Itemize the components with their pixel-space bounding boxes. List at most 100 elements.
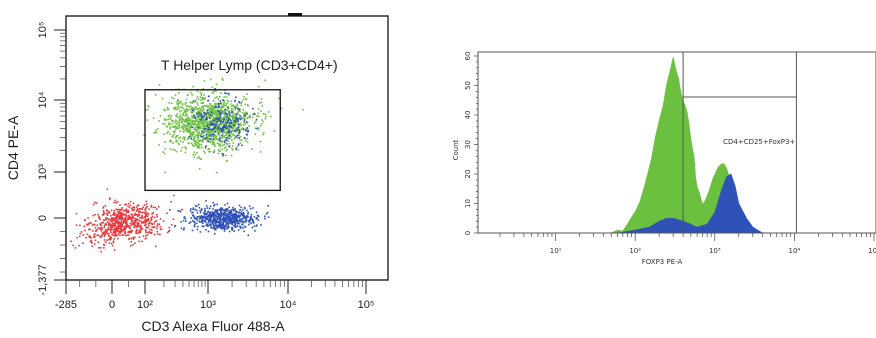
scatter-point [259, 140, 262, 143]
scatter-point [257, 219, 260, 221]
scatter-point [262, 120, 265, 123]
histogram-x-tick-label: 10¹ [550, 247, 562, 255]
scatter-point [246, 104, 249, 106]
scatter-point [233, 210, 235, 212]
scatter-point [199, 127, 201, 130]
scatter-point [197, 114, 200, 117]
scatter-point [205, 146, 207, 148]
scatter-point [222, 218, 224, 220]
scatter-point [210, 78, 212, 81]
scatter-point [134, 214, 137, 216]
scatter-point [233, 214, 235, 217]
scatter-point [179, 114, 182, 116]
scatter-point [228, 124, 231, 127]
scatter-point [213, 211, 215, 214]
scatter-point [193, 120, 195, 122]
scatter-point [117, 214, 120, 217]
scatter-point [220, 107, 223, 109]
scatter-point [181, 125, 183, 128]
scatter-point [250, 222, 252, 225]
scatter-point [222, 110, 225, 112]
scatter-point [139, 228, 142, 231]
scatter-point [210, 138, 213, 141]
scatter-point [108, 228, 110, 231]
scatter-point [124, 213, 126, 216]
scatter-point [178, 118, 181, 121]
scatter-point [182, 128, 184, 130]
scatter-point [146, 205, 149, 208]
scatter-point [194, 135, 196, 138]
scatter-point [260, 110, 262, 112]
scatter-point [173, 133, 175, 136]
scatter-point [244, 220, 247, 223]
scatter-point [173, 97, 175, 100]
scatter-point [164, 171, 166, 174]
scatter-point [117, 211, 119, 213]
scatter-point [151, 213, 153, 215]
scatter-point [119, 209, 122, 211]
scatter-point [192, 208, 194, 211]
scatter-point [221, 111, 223, 113]
scatter-point [227, 223, 230, 226]
scatter-points [70, 77, 304, 253]
scatter-point [175, 114, 177, 117]
scatter-point [221, 106, 224, 108]
scatter-point [227, 106, 229, 108]
scatter-point [193, 221, 196, 224]
scatter-point [171, 120, 173, 122]
scatter-point [223, 225, 226, 228]
scatter-point [196, 211, 199, 214]
scatter-point [217, 221, 219, 224]
scatter-point [302, 108, 304, 111]
scatter-point [219, 219, 221, 222]
scatter-point [192, 207, 195, 209]
scatter-point [233, 209, 236, 211]
scatter-point [132, 215, 134, 218]
scatter-point [212, 201, 214, 204]
scatter-point [241, 100, 243, 103]
scatter-point [200, 106, 203, 108]
scatter-point [215, 225, 218, 227]
scatter-point [155, 220, 157, 222]
scatter-point [231, 213, 234, 216]
scatter-point [156, 214, 158, 216]
scatter-point [219, 222, 221, 225]
scatter-point [150, 218, 153, 221]
scatter-point [232, 214, 234, 217]
histogram-y-tick-label: 0 [464, 231, 472, 235]
t-helper-gate[interactable] [144, 89, 281, 192]
scatter-point [203, 122, 205, 124]
scatter-point [150, 217, 153, 219]
scatter-point [144, 216, 146, 218]
scatter-point [220, 212, 222, 214]
scatter-point [185, 119, 187, 121]
scatter-point [83, 225, 86, 228]
scatter-point [195, 134, 198, 137]
scatter-point [222, 226, 224, 228]
scatter-point [129, 224, 132, 227]
scatter-point [196, 228, 199, 231]
scatter-point [221, 130, 223, 132]
scatter-point [213, 121, 216, 123]
scatter-point [246, 209, 248, 212]
scatter-point [136, 209, 138, 211]
scatter-point [111, 226, 113, 228]
foxp3-gate[interactable] [682, 52, 797, 233]
scatter-point [230, 222, 233, 225]
scatter-point [163, 108, 165, 111]
histogram-x-ticks: 10¹10²10³10⁴10⁵ [550, 233, 876, 255]
scatter-point [227, 214, 229, 217]
scatter-point [201, 118, 204, 120]
scatter-point [262, 113, 265, 115]
scatter-point [223, 220, 225, 223]
scatter-point [244, 114, 246, 117]
scatter-point [113, 238, 115, 240]
scatter-point [237, 215, 239, 218]
scatter-point [116, 221, 118, 224]
scatter-point [210, 133, 212, 136]
scatter-point [156, 227, 158, 230]
scatter-point [102, 206, 105, 208]
scatter-point [198, 134, 200, 137]
scatter-point [203, 215, 205, 218]
scatter-point [154, 206, 156, 209]
